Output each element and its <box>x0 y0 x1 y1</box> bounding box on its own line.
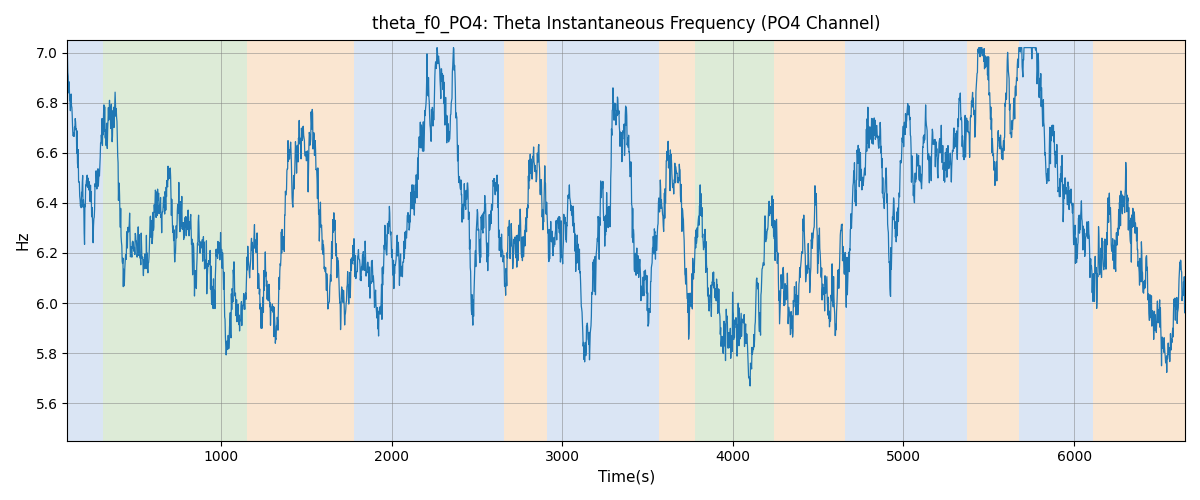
Title: theta_f0_PO4: Theta Instantaneous Frequency (PO4 Channel): theta_f0_PO4: Theta Instantaneous Freque… <box>372 15 881 34</box>
Bar <box>547 40 660 440</box>
X-axis label: Time(s): Time(s) <box>598 470 655 485</box>
Bar <box>695 40 774 440</box>
Bar <box>1020 40 1093 440</box>
Y-axis label: Hz: Hz <box>16 230 30 250</box>
Bar <box>1093 40 1186 440</box>
Bar <box>246 40 354 440</box>
Bar <box>103 40 246 440</box>
Bar <box>67 40 103 440</box>
Bar <box>774 40 846 440</box>
Bar <box>966 40 1020 440</box>
Bar <box>660 40 695 440</box>
Bar <box>354 40 504 440</box>
Bar <box>846 40 966 440</box>
Bar <box>504 40 547 440</box>
